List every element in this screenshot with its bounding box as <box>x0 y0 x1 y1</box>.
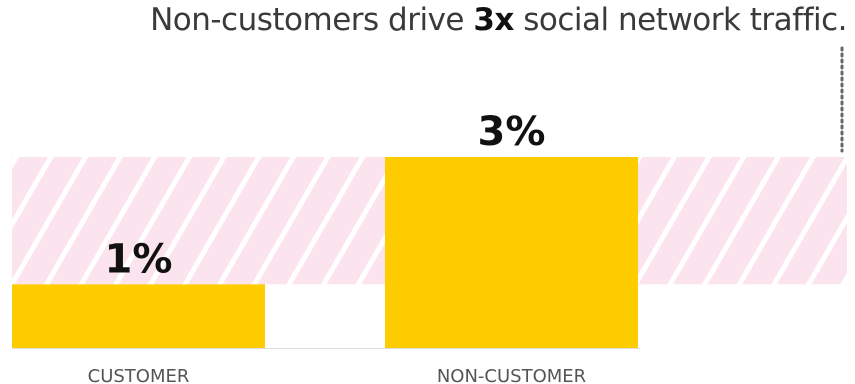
value-label-non-customer: 3% <box>478 109 546 155</box>
category-label-customer: CUSTOMER <box>88 366 190 384</box>
category-label-non-customer: NON-CUSTOMER <box>437 366 586 384</box>
bar-customer <box>12 284 265 348</box>
value-label-customer: 1% <box>105 236 173 282</box>
bar-non-customer <box>385 157 638 348</box>
